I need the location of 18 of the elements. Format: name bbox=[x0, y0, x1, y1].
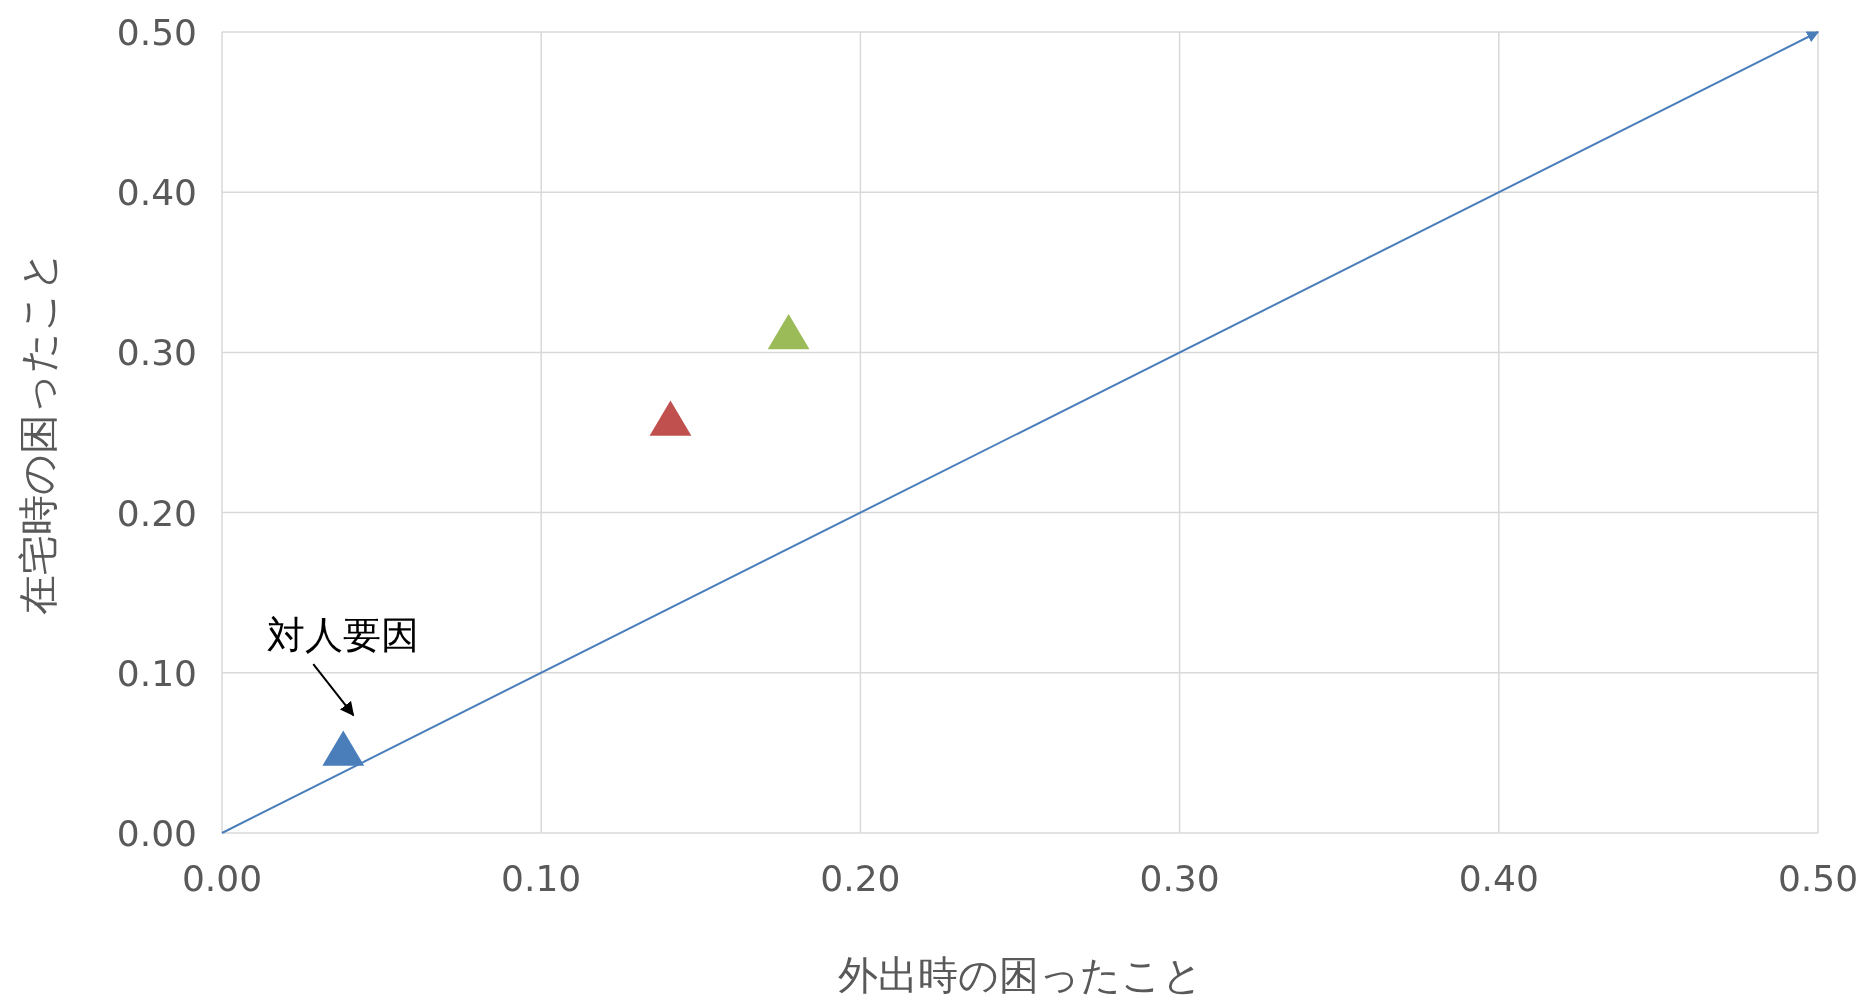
x-tick-label: 0.40 bbox=[1458, 858, 1539, 899]
x-tick-label: 0.20 bbox=[820, 858, 901, 899]
x-tick-label: 0.30 bbox=[1139, 858, 1220, 899]
annotation: 対人要因 bbox=[267, 613, 420, 658]
x-tick-label: 0.10 bbox=[501, 858, 582, 899]
y-tick-label: 0.50 bbox=[116, 12, 197, 53]
y-axis-title: 在宅時の困ったこと bbox=[15, 250, 61, 615]
x-tick-label: 0.00 bbox=[181, 858, 263, 899]
y-tick-label: 0.20 bbox=[116, 492, 197, 534]
x-tick-label: 0.50 bbox=[1777, 858, 1859, 899]
point bbox=[649, 400, 692, 436]
point bbox=[767, 313, 810, 350]
y-tick-label: 0.40 bbox=[116, 172, 197, 214]
y-tick-label: 0.10 bbox=[116, 652, 197, 694]
x-axis-title: 外出時の困ったこと bbox=[837, 952, 1203, 997]
y-tick-label: 0.00 bbox=[116, 813, 197, 854]
point bbox=[322, 730, 365, 766]
y-tick-label: 0.30 bbox=[116, 332, 197, 374]
